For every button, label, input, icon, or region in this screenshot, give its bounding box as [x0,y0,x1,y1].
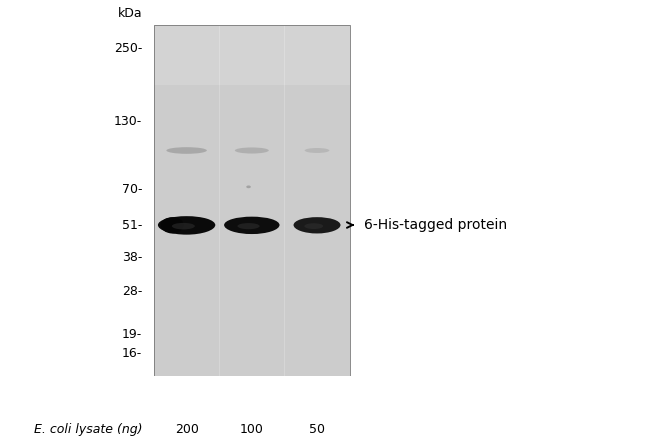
Bar [154,25,350,86]
Text: 28-: 28- [122,285,142,298]
Bar [285,404,350,441]
Text: 70-: 70- [122,183,142,196]
Text: kDa: kDa [118,7,142,20]
Bar [154,25,350,376]
Ellipse shape [224,217,280,234]
Ellipse shape [294,217,341,233]
Text: 6-His-tagged protein: 6-His-tagged protein [364,218,507,232]
Bar [154,25,350,376]
Text: 51-: 51- [122,218,142,232]
Text: 19-: 19- [122,328,142,341]
Bar [219,404,285,441]
Ellipse shape [237,223,259,229]
Ellipse shape [161,217,184,233]
Ellipse shape [158,216,215,235]
Text: 16-: 16- [122,347,142,360]
Text: 38-: 38- [122,251,142,264]
Ellipse shape [166,147,207,154]
Bar [154,404,219,441]
Text: 100: 100 [240,423,264,436]
Text: 250-: 250- [114,42,142,56]
Ellipse shape [246,186,251,188]
Text: 50: 50 [309,423,325,436]
Ellipse shape [235,147,268,153]
Ellipse shape [305,148,330,153]
Text: 130-: 130- [114,115,142,128]
Ellipse shape [172,223,195,229]
Text: E. coli lysate (ng): E. coli lysate (ng) [34,423,142,436]
Text: 200: 200 [175,423,198,436]
Ellipse shape [304,223,323,229]
